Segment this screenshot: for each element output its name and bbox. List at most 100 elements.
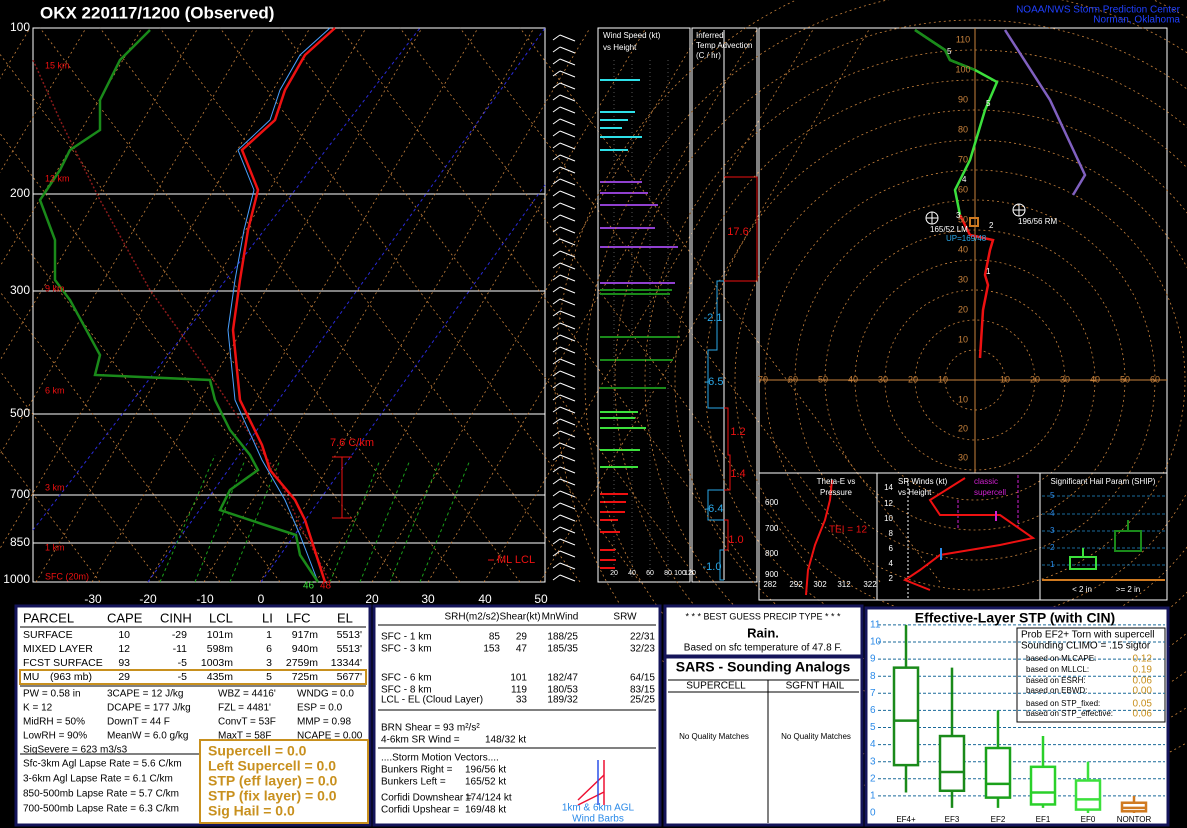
label: 30 (958, 274, 968, 284)
label: 80 (958, 124, 968, 134)
label: 598m (207, 643, 234, 655)
barb (552, 478, 561, 485)
dry-adiabat (459, 27, 881, 583)
label: EF4+ (896, 815, 916, 824)
label: 20 (908, 374, 918, 384)
label: 900 (765, 570, 779, 579)
barb (552, 238, 561, 245)
label: DCAPE = 177 J/kg (107, 703, 191, 714)
label: 33 (516, 695, 528, 706)
label: -1.0 (703, 561, 722, 573)
barb (552, 430, 561, 437)
box (938, 734, 966, 793)
label: 100 (10, 20, 30, 34)
label: 29 (516, 632, 528, 643)
barb (552, 574, 561, 581)
label: 100 (674, 570, 686, 577)
label: -10 (196, 592, 214, 606)
barb (559, 154, 576, 162)
label: 101 (510, 673, 527, 684)
label: Sfc-3km Agl Lapse Rate = 5.6 C/km (23, 759, 182, 770)
barb (559, 238, 576, 246)
barb (559, 382, 576, 390)
barb (552, 250, 561, 257)
label: 1.4 (730, 468, 745, 480)
barb (559, 130, 576, 138)
label: 50 (818, 374, 828, 384)
barb (559, 178, 576, 186)
barb (552, 358, 561, 365)
wind-barbs (552, 34, 576, 582)
barb (559, 94, 576, 102)
barb (552, 118, 561, 125)
label: Effective-Layer STP (with CIN) (915, 610, 1115, 626)
label: SFC - 1 km (381, 632, 432, 643)
barb (559, 550, 576, 558)
label: based on ESRH: (1026, 676, 1086, 685)
barb (552, 178, 561, 185)
label: 2759m (286, 657, 318, 669)
barb (559, 166, 576, 174)
barb (552, 370, 561, 377)
label: 4 (962, 175, 967, 184)
barb (559, 190, 576, 198)
label: 17.6 (727, 226, 748, 238)
label: DownT = 44 F (107, 717, 170, 728)
label: STP (eff layer) = 0.0 (208, 773, 338, 789)
barb (559, 538, 576, 546)
label: 8 (889, 529, 894, 538)
label: 300 (10, 283, 30, 297)
box (1029, 765, 1057, 806)
label: EL (337, 610, 353, 625)
label: vs Height (603, 43, 637, 52)
label: LCL (209, 610, 233, 625)
label: FZL = 4481' (218, 703, 271, 714)
barb (552, 82, 561, 89)
label: 435m (207, 671, 234, 683)
label: 5 (266, 671, 272, 683)
label: No Quality Matches (679, 732, 749, 741)
barb (552, 214, 561, 221)
label: 940m (292, 643, 319, 655)
label: 0.06 (1133, 709, 1153, 720)
dry-adiabat (99, 27, 521, 583)
label: 725m (292, 671, 319, 683)
label: Left Supercell = 0.0 (208, 758, 336, 774)
label: SR Winds (kt) (898, 477, 948, 486)
label: Bunkers Left = (381, 777, 446, 788)
skewt-frame (0, 27, 941, 583)
label: 12 (884, 499, 893, 508)
barb (559, 286, 576, 294)
label: 600 (765, 498, 779, 507)
label: -2.1 (704, 312, 723, 324)
label: 3 (870, 756, 876, 767)
label: classic (974, 477, 998, 486)
label: 6 (266, 643, 272, 655)
label: 20 (610, 570, 618, 577)
label: MMP = 0.98 (297, 717, 351, 728)
label: 700 (10, 487, 30, 501)
dry-adiabat (519, 27, 941, 583)
barb (552, 442, 561, 449)
label: 48 (320, 581, 332, 592)
barb (559, 82, 576, 90)
label: 1 (986, 267, 991, 276)
barb (559, 442, 576, 450)
label: Temp Advection (696, 41, 752, 50)
label: 15 km (45, 60, 70, 70)
barb (559, 142, 576, 150)
label: 5 (947, 47, 952, 56)
label: CAPE (107, 610, 143, 625)
label: 174/124 kt (465, 793, 512, 804)
label: 8 (870, 671, 876, 682)
label: 29 (118, 671, 130, 683)
label: 60 (958, 184, 968, 194)
label: -20 (139, 592, 157, 606)
barb (559, 526, 576, 534)
barb (552, 58, 561, 65)
label: 40 (1090, 374, 1100, 384)
label: 3 (1050, 526, 1055, 535)
barb (559, 202, 576, 210)
label: Norman, Oklahoma (1093, 15, 1180, 26)
